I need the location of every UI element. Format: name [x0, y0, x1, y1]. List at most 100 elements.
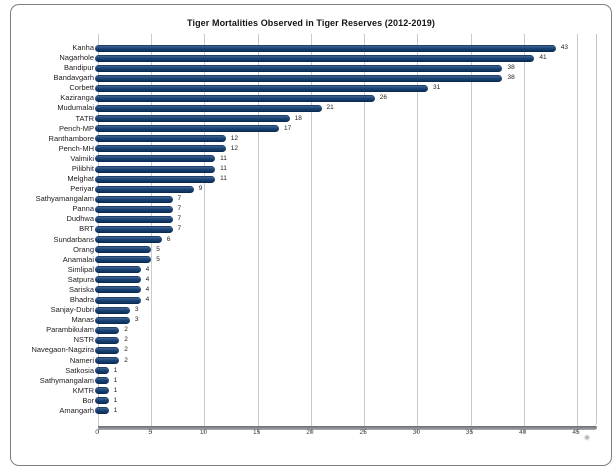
bar-row: 2: [95, 335, 596, 345]
bar-value-label: 38: [507, 74, 515, 82]
bar-value-label: 7: [177, 195, 182, 203]
category-label: Navegaon-Nagzira: [31, 345, 94, 355]
bar-row: 1: [95, 366, 596, 376]
bar-value-label: 26: [379, 94, 387, 102]
gridline: [364, 34, 366, 426]
x-axis-tick-mark: [364, 430, 366, 433]
category-label: Sathyamangalam: [35, 194, 94, 204]
bar: [95, 105, 322, 113]
bar: [95, 185, 194, 193]
bar-row: 3: [95, 305, 596, 315]
bar: [95, 54, 535, 62]
bar-row: 4: [95, 285, 596, 295]
bar-value-label: 3: [134, 306, 139, 314]
bar: [95, 296, 141, 304]
bar-row: 6: [95, 235, 596, 245]
category-label: Simlipal: [67, 264, 94, 274]
bar-row: 3: [95, 315, 596, 325]
bar: [95, 246, 152, 254]
bar: [95, 64, 503, 72]
bar-row: 4: [95, 265, 596, 275]
bar-row: 21: [95, 103, 596, 113]
bar-row: 1: [95, 386, 596, 396]
bar: [95, 94, 375, 102]
category-label: Bhadra: [69, 295, 94, 305]
x-axis-tick-mark: [98, 430, 99, 433]
gridline: [310, 34, 312, 426]
plot-area: 43 41 38 38 31 26 21 18 17 12 12 11 11 11 9 7 7 7 7 6 5 5 4 4 4 4…: [95, 34, 597, 433]
bar-value-label: 2: [124, 356, 128, 364]
bar: [95, 316, 130, 324]
bar-value-label: 11: [220, 175, 227, 183]
gridline: [257, 34, 259, 426]
bar: [95, 266, 141, 274]
bar-row: 2: [95, 356, 596, 366]
bar-row: 9: [95, 184, 596, 194]
category-label: Manas: [71, 315, 94, 325]
bar-value-label: 1: [113, 366, 118, 374]
bar: [95, 205, 173, 213]
bar-value-label: 1: [113, 406, 118, 414]
category-label: Amangarh: [59, 405, 94, 415]
bar: [95, 125, 279, 133]
category-label: Nameri: [69, 355, 94, 365]
bar-value-label: 4: [145, 285, 150, 293]
category-label: Ranthambore: [48, 133, 94, 143]
category-label: Orang: [73, 244, 94, 254]
x-axis-tick-mark: [310, 430, 312, 433]
category-label: Satkosia: [65, 365, 94, 375]
gridline: [204, 34, 206, 426]
bar: [95, 74, 503, 82]
x-axis-tick-mark: [470, 430, 472, 433]
bar-value-label: 5: [156, 255, 160, 263]
category-label: Nagarhole: [59, 53, 94, 63]
bar-value-label: 41: [539, 54, 547, 62]
bar-row: 2: [95, 345, 596, 355]
category-label: Mudumalai: [57, 103, 94, 113]
gridline: [470, 34, 472, 426]
bar-value-label: 2: [124, 336, 128, 344]
x-axis-tick-mark: [417, 430, 419, 433]
bar-value-label: 9: [198, 185, 203, 193]
bar-value-label: 11: [220, 154, 227, 162]
bar: [95, 175, 216, 183]
bar-row: 7: [95, 214, 596, 224]
bar: [95, 326, 120, 334]
artifact-mark: [584, 434, 590, 441]
bar: [95, 195, 173, 203]
x-axis-tick-mark: [523, 430, 525, 433]
gridline: [417, 34, 419, 426]
bar-row: 41: [95, 53, 596, 63]
category-label: Dudhwa: [66, 214, 94, 224]
bar: [95, 286, 141, 294]
bar: [95, 407, 109, 415]
bar-value-label: 18: [294, 114, 302, 122]
bar-value-label: 12: [230, 144, 238, 152]
bar-row: 5: [95, 245, 596, 255]
bar: [95, 276, 141, 284]
bar: [95, 357, 120, 365]
bar-value-label: 7: [177, 215, 182, 223]
bar: [95, 165, 216, 173]
bar: [95, 145, 226, 153]
category-label: Kanha: [72, 43, 94, 52]
bar-row: 2: [95, 325, 596, 335]
bar-row: 11: [95, 164, 596, 174]
bar-row: 43: [95, 43, 596, 53]
bar-value-label: 7: [177, 205, 182, 213]
bar-value-label: 2: [124, 326, 128, 334]
bar-row: 7: [95, 204, 596, 214]
x-axis-tick-mark: [577, 430, 578, 433]
bar-row: 1: [95, 406, 596, 416]
bar: [95, 336, 120, 344]
bar: [95, 215, 173, 223]
category-label: KMTR: [72, 385, 94, 395]
bar-value-label: 2: [124, 346, 128, 354]
category-label: Sathymangalam: [39, 375, 94, 385]
category-label: Sundarbans: [53, 234, 94, 244]
bar: [95, 115, 290, 123]
category-label: Valmiki: [70, 153, 94, 163]
bar-row: 12: [95, 144, 596, 154]
category-label: Satpura: [67, 274, 94, 284]
bar-value-label: 6: [166, 235, 171, 243]
